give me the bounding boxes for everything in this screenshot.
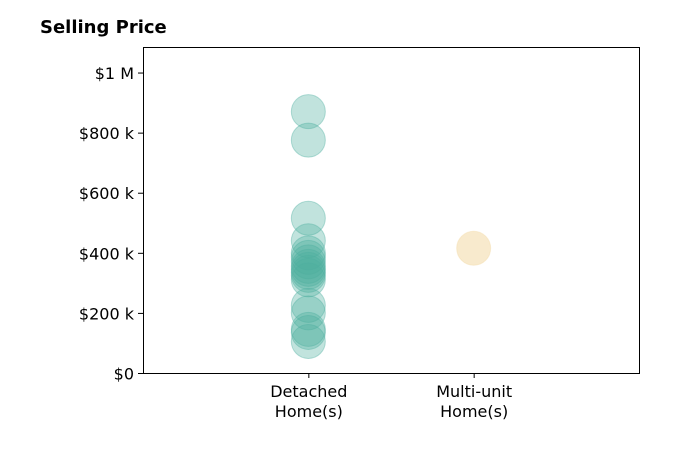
y-axis: $0 $200 k $400 k $600 k $800 k $1 M <box>79 64 143 384</box>
data-point <box>290 244 326 280</box>
data-point <box>290 287 326 323</box>
y-tick-label: $400 k <box>79 244 135 263</box>
data-point <box>290 257 326 293</box>
data-point <box>290 295 326 331</box>
data-point <box>290 314 326 350</box>
data-point <box>290 262 326 298</box>
plot-frame <box>143 47 640 374</box>
y-tick-label: $800 k <box>79 124 135 143</box>
x-tick-label: Multi-unit Home(s) <box>436 382 512 421</box>
x-axis: Detached Home(s) Multi-unit Home(s) <box>270 373 512 421</box>
data-point <box>456 230 492 266</box>
data-point <box>290 239 326 275</box>
data-point <box>290 223 326 259</box>
chart-title: Selling Price <box>40 17 167 38</box>
data-point <box>290 122 326 158</box>
data-point <box>290 311 326 347</box>
y-tick-label: $200 k <box>79 304 135 323</box>
data-points <box>290 94 492 359</box>
y-tick-label: $600 k <box>79 184 135 203</box>
data-point <box>290 235 326 271</box>
data-point <box>290 251 326 287</box>
data-point <box>290 94 326 130</box>
data-point <box>290 254 326 290</box>
y-tick-label: $1 M <box>95 64 134 83</box>
data-point <box>290 200 326 236</box>
x-tick-label: Detached Home(s) <box>270 382 347 421</box>
data-point <box>290 248 326 284</box>
y-tick-label: $0 <box>114 365 134 384</box>
data-point <box>290 323 326 359</box>
